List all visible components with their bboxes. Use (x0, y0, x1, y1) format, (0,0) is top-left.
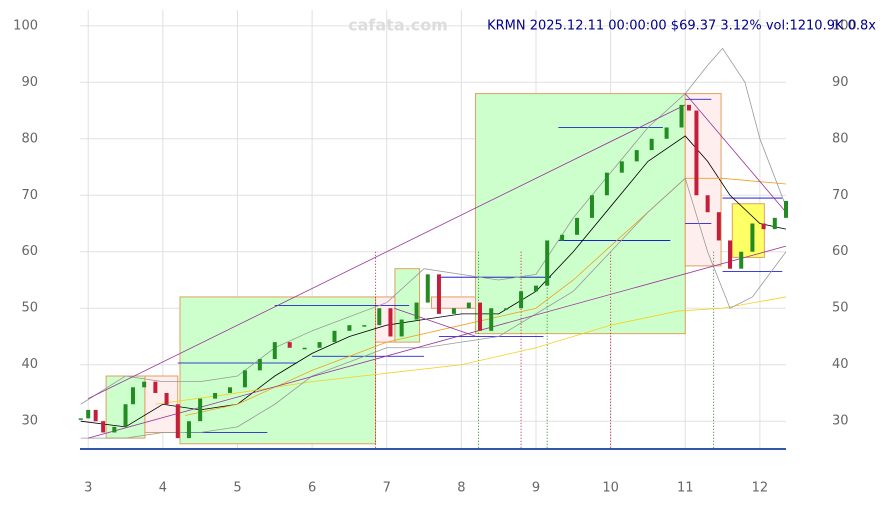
candle (634, 150, 639, 162)
candle (784, 200, 788, 218)
candle (451, 308, 456, 314)
y-tick-label: 40 (21, 357, 38, 372)
candle (772, 217, 777, 230)
candle (287, 342, 292, 348)
y-tick-label-right: 60 (832, 244, 849, 259)
zone (179, 296, 377, 445)
zone (731, 203, 765, 258)
candle (130, 387, 135, 405)
candle (739, 251, 744, 269)
candle (750, 223, 755, 252)
trend-line (88, 104, 686, 399)
candle (213, 392, 218, 399)
candle (728, 240, 733, 269)
candle (112, 426, 117, 433)
candle (619, 161, 624, 173)
candle (489, 308, 494, 331)
x-tick-label: 11 (677, 481, 694, 496)
trend-line (394, 307, 477, 337)
y-tick-label-right: 70 (832, 188, 849, 203)
y-tick-label: 50 (21, 301, 38, 316)
candle (478, 302, 483, 331)
candle (257, 359, 262, 371)
y-tick-label: 70 (21, 188, 38, 203)
zone (475, 93, 686, 335)
y-tick-label-right: 50 (832, 301, 849, 316)
candle (272, 342, 277, 360)
candle (164, 392, 169, 405)
candle (228, 387, 233, 393)
candle (589, 195, 594, 218)
watermark: cafata.com (348, 16, 448, 35)
x-tick-label: 5 (233, 481, 241, 496)
trend-line (88, 245, 787, 439)
x-tick-label: 8 (457, 481, 465, 496)
candle (86, 409, 91, 419)
candle (388, 308, 393, 337)
candle (377, 308, 382, 326)
candle (317, 342, 322, 348)
candle (504, 308, 509, 310)
x-tick-label: 10 (602, 481, 619, 496)
candle (545, 240, 550, 286)
candle (175, 404, 180, 439)
candle (78, 418, 83, 420)
indicator-line (80, 177, 787, 439)
candle (519, 291, 524, 309)
y-tick-label: 90 (21, 75, 38, 90)
x-tick-label: 9 (532, 481, 540, 496)
candle (123, 404, 128, 427)
y-tick-label: 30 (21, 414, 38, 429)
candle (560, 234, 565, 241)
x-tick-label: 7 (383, 481, 391, 496)
zone (144, 375, 179, 433)
x-tick-label: 3 (84, 481, 92, 496)
y-tick-label-right: 40 (832, 357, 849, 372)
candle (93, 409, 98, 422)
candle (575, 217, 580, 235)
x-tick-label: 12 (752, 481, 769, 496)
candle (679, 104, 684, 128)
candle (242, 370, 247, 388)
candle (686, 104, 691, 111)
candle (533, 285, 538, 292)
indicator-line (80, 47, 787, 405)
candle (694, 110, 699, 196)
candle (332, 330, 337, 343)
candle (761, 223, 766, 230)
candle (466, 302, 471, 309)
x-tick-label: 4 (159, 481, 167, 496)
x-tick-label: 6 (308, 481, 316, 496)
chart-title: KRMN 2025.12.11 00:00:00 $69.37 3.12% vo… (487, 19, 876, 34)
candle (142, 381, 147, 388)
candle (153, 381, 158, 393)
candle (198, 398, 203, 422)
candle (425, 274, 430, 303)
y-tick-label: 60 (21, 244, 38, 259)
candle (649, 138, 654, 151)
candle (347, 325, 352, 331)
candle (604, 172, 609, 196)
candle (414, 302, 419, 320)
y-tick-label-right: 100 (832, 18, 857, 33)
zone (684, 93, 722, 267)
candle (362, 325, 367, 327)
candle (399, 319, 404, 337)
candle (186, 421, 191, 439)
trend-line (684, 93, 787, 213)
candle (664, 127, 669, 139)
indicator-line (80, 135, 787, 428)
y-tick-label-right: 80 (832, 131, 849, 146)
y-tick-label: 80 (21, 131, 38, 146)
y-tick-label-right: 30 (832, 414, 849, 429)
candle (716, 212, 721, 241)
indicator-line (155, 296, 787, 405)
candle (705, 195, 710, 213)
candle (302, 347, 307, 350)
candle (436, 274, 441, 314)
candle (101, 421, 106, 433)
y-tick-label-right: 90 (832, 75, 849, 90)
y-tick-label: 100 (13, 18, 38, 33)
